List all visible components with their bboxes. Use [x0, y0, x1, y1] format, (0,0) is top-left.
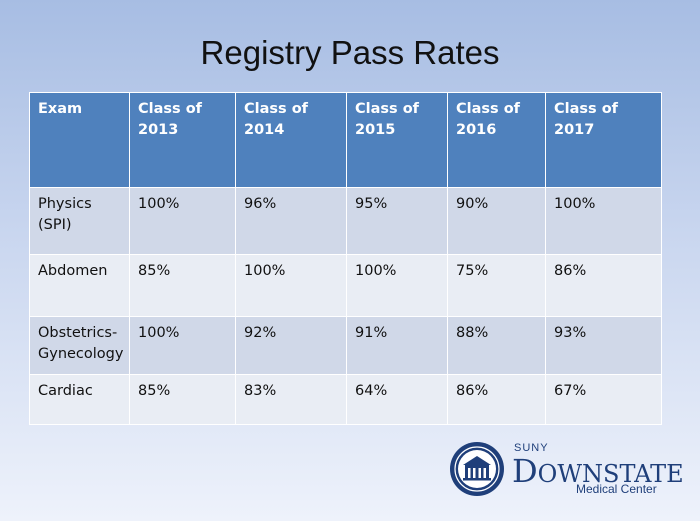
pass-rates-table: Exam Class of 2013 Class of 2014 Class o…: [29, 92, 662, 425]
rate-cell: 75%: [447, 254, 546, 317]
rate-cell: 67%: [545, 374, 662, 425]
suny-downstate-logo: SUNY DOWNSTATE Medical Center: [448, 440, 684, 498]
slide-title: Registry Pass Rates: [200, 34, 500, 71]
table-row: Physics (SPI) 100% 96% 95% 90% 100%: [29, 187, 662, 255]
rate-cell: 86%: [447, 374, 546, 425]
column-header: Class of 2017: [545, 92, 662, 188]
exam-cell: Abdomen: [29, 254, 130, 317]
rate-cell: 95%: [346, 187, 448, 255]
rate-cell: 90%: [447, 187, 546, 255]
seal-icon: [450, 442, 504, 496]
logo-subtitle: Medical Center: [576, 482, 657, 496]
rate-cell: 100%: [545, 187, 662, 255]
rate-cell: 85%: [129, 374, 236, 425]
exam-cell: Physics (SPI): [29, 187, 130, 255]
column-header: Class of 2016: [447, 92, 546, 188]
rate-cell: 100%: [235, 254, 347, 317]
table-row: Cardiac 85% 83% 64% 86% 67%: [29, 374, 662, 425]
rate-cell: 85%: [129, 254, 236, 317]
column-header: Class of 2013: [129, 92, 236, 188]
table-row: Abdomen 85% 100% 100% 75% 86%: [29, 254, 662, 317]
logo-downstate-text: DOWNSTATE: [512, 452, 684, 490]
rate-cell: 64%: [346, 374, 448, 425]
column-header: Class of 2015: [346, 92, 448, 188]
column-header: Class of 2014: [235, 92, 347, 188]
rate-cell: 96%: [235, 187, 347, 255]
rate-cell: 100%: [129, 187, 236, 255]
rate-cell: 83%: [235, 374, 347, 425]
rate-cell: 86%: [545, 254, 662, 317]
column-header: Exam: [29, 92, 130, 188]
rate-cell: 91%: [346, 316, 448, 375]
table-row: Obstetrics-Gynecology 100% 92% 91% 88% 9…: [29, 316, 662, 375]
exam-cell: Cardiac: [29, 374, 130, 425]
rate-cell: 93%: [545, 316, 662, 375]
rate-cell: 100%: [129, 316, 236, 375]
table-header-row: Exam Class of 2013 Class of 2014 Class o…: [29, 92, 662, 188]
logo-suny-text: SUNY: [514, 442, 549, 454]
rate-cell: 100%: [346, 254, 448, 317]
rate-cell: 92%: [235, 316, 347, 375]
exam-cell: Obstetrics-Gynecology: [29, 316, 130, 375]
rate-cell: 88%: [447, 316, 546, 375]
